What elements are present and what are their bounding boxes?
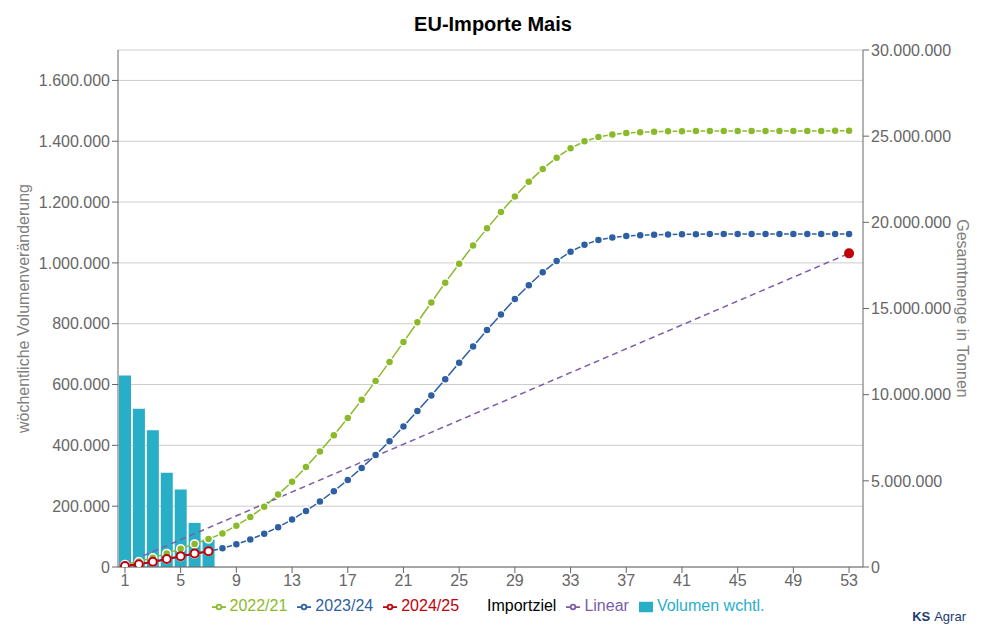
svg-text:17: 17 <box>339 572 357 589</box>
svg-text:13: 13 <box>283 572 301 589</box>
svg-text:1.400.000: 1.400.000 <box>39 133 110 150</box>
svg-text:0: 0 <box>101 559 110 576</box>
html-text:KS Agrar: KS Agrar <box>912 609 966 624</box>
svg-text:20.000.000: 20.000.000 <box>871 214 951 231</box>
html-text:2023/24: 2023/24 <box>315 597 374 614</box>
svg-text:37: 37 <box>617 572 635 589</box>
svg-text:400.000: 400.000 <box>52 437 110 454</box>
svg-text:21: 21 <box>395 572 413 589</box>
svg-text:29: 29 <box>506 572 524 589</box>
svg-text:1.000.000: 1.000.000 <box>39 255 110 272</box>
svg-text:41: 41 <box>673 572 691 589</box>
svg-text:15.000.000: 15.000.000 <box>871 300 951 317</box>
svg-text:25: 25 <box>450 572 468 589</box>
svg-text:25.000.000: 25.000.000 <box>871 128 951 145</box>
svg-text:1.200.000: 1.200.000 <box>39 194 110 211</box>
html-text:Importziel: Importziel <box>487 597 557 614</box>
html-text:Volumen wchtl.: Volumen wchtl. <box>656 597 765 614</box>
html-text:2024/25: 2024/25 <box>401 597 459 614</box>
svg-text:49: 49 <box>784 572 802 589</box>
svg-text:33: 33 <box>562 572 580 589</box>
svg-text:10.000.000: 10.000.000 <box>871 386 951 403</box>
svg-text:800.000: 800.000 <box>52 315 110 332</box>
svg-text:0: 0 <box>871 559 880 576</box>
svg-text:5: 5 <box>176 572 185 589</box>
html-text:2022/21: 2022/21 <box>229 597 288 614</box>
svg-text:1: 1 <box>121 572 130 589</box>
svg-text:5.000.000: 5.000.000 <box>871 473 942 490</box>
html-text:EU-Importe Mais: EU-Importe Mais <box>414 13 572 35</box>
svg-text:45: 45 <box>729 572 747 589</box>
svg-text:30.000.000: 30.000.000 <box>871 42 951 59</box>
svg-text:Gesamtmenge in Tonnen: Gesamtmenge in Tonnen <box>954 219 971 397</box>
html-text:Linear: Linear <box>584 597 629 614</box>
svg-text:1.600.000: 1.600.000 <box>39 72 110 89</box>
svg-text:53: 53 <box>840 572 858 589</box>
svg-text:9: 9 <box>232 572 241 589</box>
svg-text:200.000: 200.000 <box>52 498 110 515</box>
svg-text:wöchentliche Volumenveränderun: wöchentliche Volumenveränderung <box>15 184 32 434</box>
svg-text:600.000: 600.000 <box>52 376 110 393</box>
